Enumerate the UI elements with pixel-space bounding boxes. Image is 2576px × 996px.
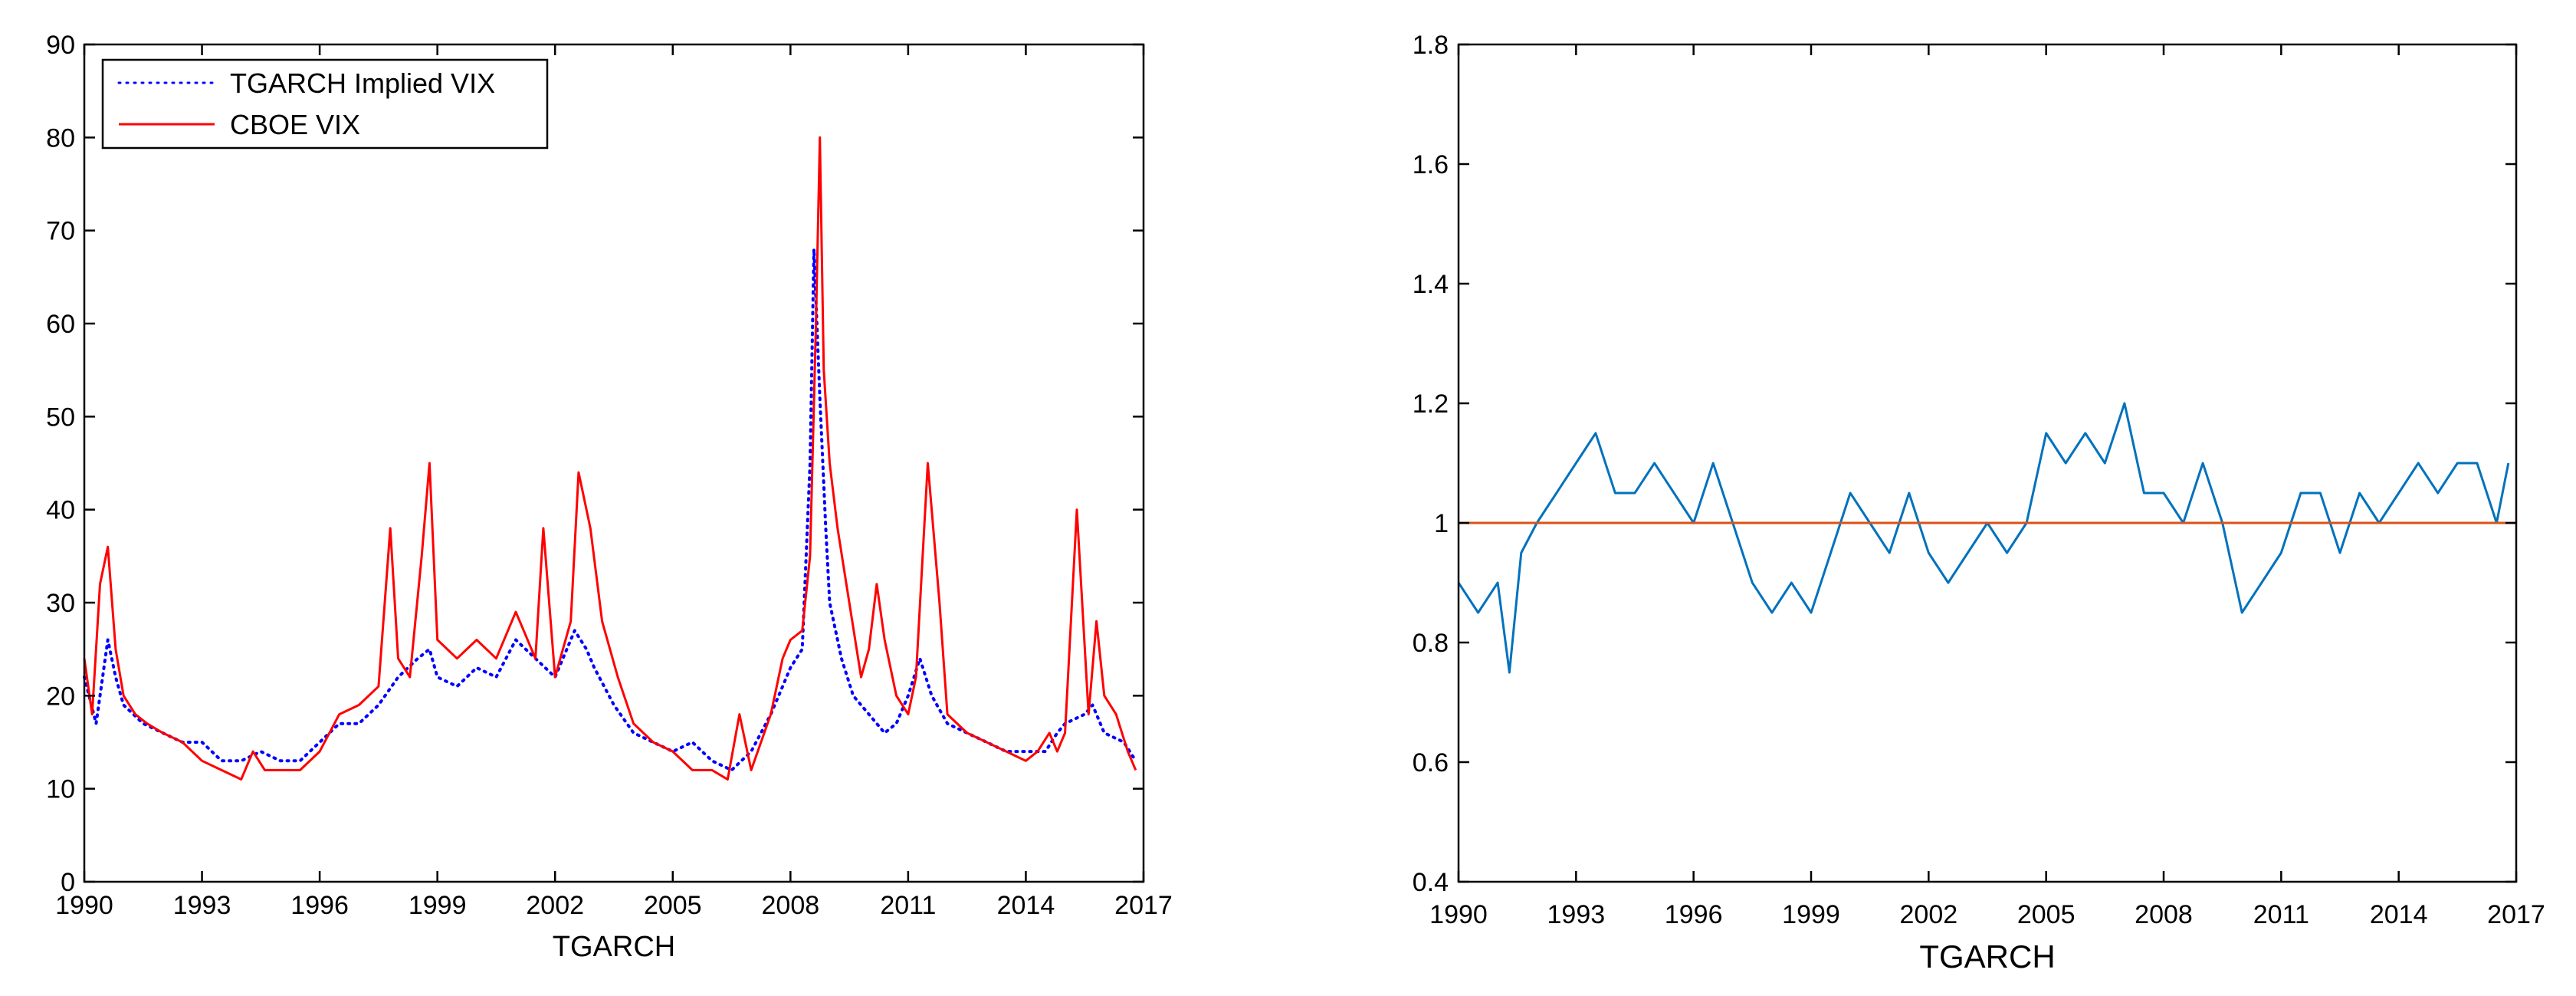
legend: TGARCH Implied VIX CBOE VIX xyxy=(101,58,549,150)
legend-label-implied: TGARCH Implied VIX xyxy=(230,67,495,99)
ratio-series-layer xyxy=(1457,402,2516,674)
y-tick-label: 70 xyxy=(46,217,75,246)
x-tick-label: 2014 xyxy=(997,891,1055,920)
x-tick-label: 1996 xyxy=(290,891,349,920)
y-tick-label: 80 xyxy=(46,123,75,153)
x-tick-label: 2014 xyxy=(2370,900,2428,929)
x-tick-label: 2002 xyxy=(526,891,584,920)
x-tick-label: 2017 xyxy=(1114,891,1173,920)
x-tick-label: 1993 xyxy=(1547,900,1606,929)
x-tick-label: 1999 xyxy=(409,891,467,920)
x-axis-label: TGARCH xyxy=(1919,938,2055,975)
x-tick-label: 1996 xyxy=(1665,900,1723,929)
y-tick-label: 60 xyxy=(46,310,75,339)
x-tick-label: 1990 xyxy=(55,891,113,920)
y-tick-label: 40 xyxy=(46,496,75,525)
y-tick-label: 1 xyxy=(1434,509,1449,538)
plot-frame xyxy=(1457,43,2518,883)
vix-axis-ticks: 1990 1993 1996 1999 2002 2005 2008 2011 2014 2017… xyxy=(46,31,1173,920)
x-tick-label: 2008 xyxy=(762,891,820,920)
x-axis-label: TGARCH xyxy=(553,931,675,963)
y-tick-label: 1.2 xyxy=(1413,390,1449,419)
series-line-cboe xyxy=(83,136,1137,781)
ratio-chart: 1990 1993 1996 1999 2002 2005 2008 2011 2014 2017… xyxy=(1413,31,2545,975)
series-line-ratio xyxy=(1457,402,2510,674)
vix-comparison-chart: 1990 1993 1996 1999 2002 2005 2008 2011 2014 2017… xyxy=(46,31,1173,963)
legend-label-cboe: CBOE VIX xyxy=(230,109,360,140)
y-tick-label: 0.8 xyxy=(1413,629,1449,658)
x-tick-label: 2017 xyxy=(2487,900,2545,929)
y-tick-label: 20 xyxy=(46,682,75,711)
x-tick-label: 2005 xyxy=(2017,900,2076,929)
x-tick-label: 2011 xyxy=(880,891,936,920)
plot-frame xyxy=(83,43,1145,883)
y-tick-label: 90 xyxy=(46,31,75,60)
y-tick-label: 0.4 xyxy=(1413,868,1449,897)
y-tick-label: 1.4 xyxy=(1413,270,1449,299)
x-tick-label: 1993 xyxy=(173,891,231,920)
x-tick-label: 2011 xyxy=(2253,900,2309,929)
x-tick-label: 1990 xyxy=(1429,900,1488,929)
y-tick-label: 1.6 xyxy=(1413,150,1449,179)
y-tick-label: 0 xyxy=(61,868,75,897)
y-tick-label: 10 xyxy=(46,775,75,804)
vix-series-layer xyxy=(83,136,1137,781)
x-tick-label: 2002 xyxy=(1900,900,1958,929)
ratio-axis-ticks: 1990 1993 1996 1999 2002 2005 2008 2011 2014 2017… xyxy=(1413,31,2545,929)
x-tick-label: 1999 xyxy=(1782,900,1840,929)
y-tick-label: 0.6 xyxy=(1413,748,1449,777)
y-tick-label: 50 xyxy=(46,403,75,432)
legend-box xyxy=(101,58,549,150)
x-tick-label: 2005 xyxy=(644,891,702,920)
y-tick-label: 1.8 xyxy=(1413,31,1449,60)
series-line-implied xyxy=(83,247,1137,772)
y-tick-label: 30 xyxy=(46,589,75,618)
x-tick-label: 2008 xyxy=(2135,900,2193,929)
